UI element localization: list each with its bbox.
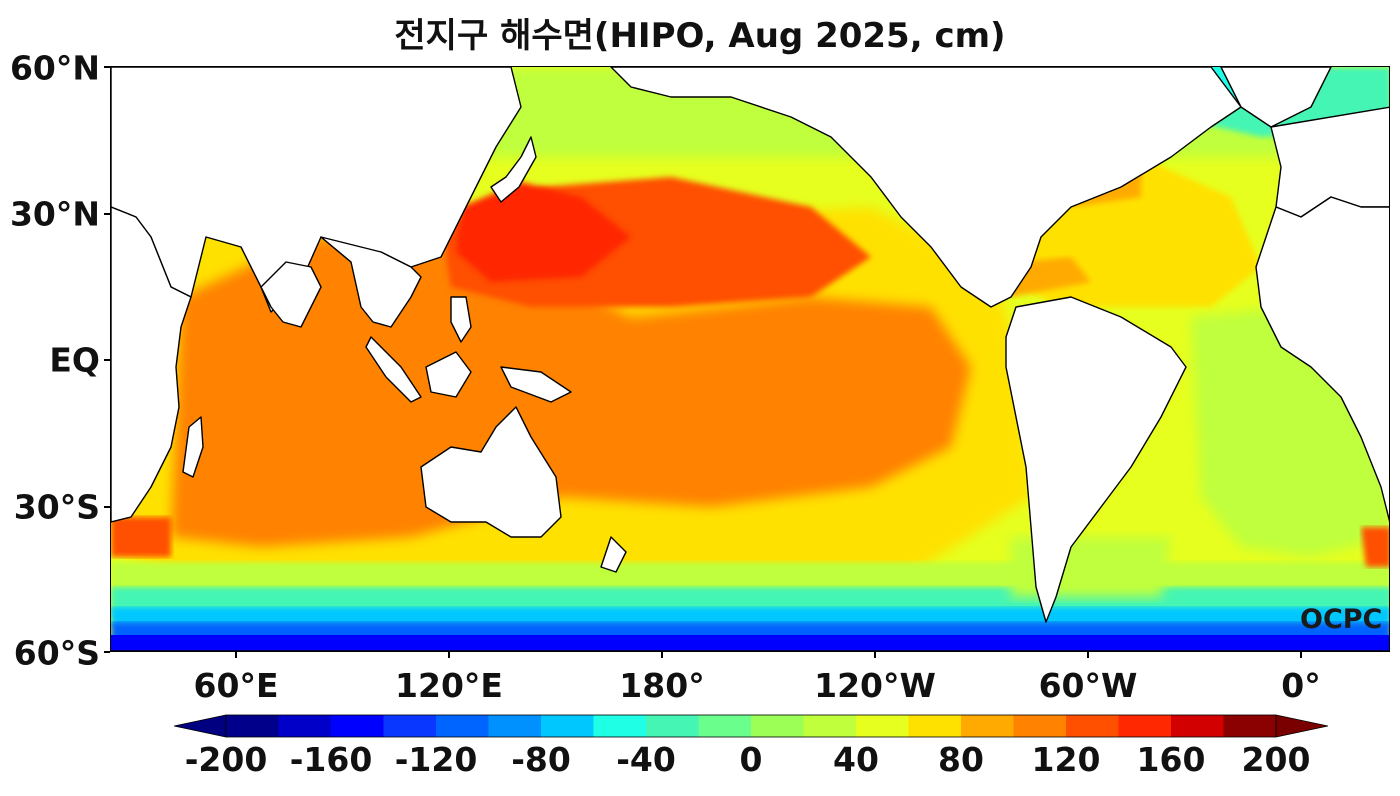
lon-tick-120e (448, 652, 450, 658)
lat-tick-30n (104, 213, 110, 215)
lon-label-120w: 120°W (814, 666, 936, 705)
colorbar-tick-label: 0 (739, 740, 763, 779)
colorbar-segment (436, 715, 489, 737)
lon-tick-120w (874, 652, 876, 658)
colorbar-tick-label: -80 (511, 740, 571, 779)
africa-landmass (111, 206, 192, 523)
antarctica-landmass (111, 650, 1389, 651)
colorbar-tick-label: 160 (1136, 740, 1206, 779)
colorbar-tick-label: 120 (1031, 740, 1101, 779)
colorbar-segment (1066, 715, 1119, 737)
lon-label-60w: 60°W (1038, 666, 1138, 705)
lat-tick-eq (104, 359, 110, 361)
land-masses (111, 67, 1389, 651)
lat-label-60s: 60°S (13, 633, 100, 673)
lat-tick-60n (104, 66, 110, 68)
colorbar-segment (593, 715, 647, 737)
lon-label-120e: 120°E (395, 666, 503, 705)
lon-tick-0 (1300, 652, 1302, 658)
indochina-landmass (320, 236, 422, 328)
colorbar-tick-label: -160 (289, 740, 373, 779)
sea-level-map (110, 66, 1390, 652)
colorbar-segment (541, 715, 594, 737)
colorbar-segment (331, 715, 384, 737)
colorbar-tick-label: 80 (938, 740, 984, 779)
north-america-landmass (610, 67, 1242, 308)
colorbar-tick-label: -40 (616, 740, 676, 779)
new-zealand-landmass (600, 536, 627, 573)
lon-label-0: 0° (1281, 666, 1321, 705)
ocpc-watermark: OCPC (1300, 604, 1383, 635)
colorbar-segment (278, 715, 332, 737)
colorbar-tick-label: 40 (833, 740, 879, 779)
colorbar-segment (1013, 715, 1067, 737)
india-landmass (260, 261, 322, 328)
colorbar-segment (908, 715, 962, 737)
colorbar-segment (856, 715, 909, 737)
new-guinea-landmass (500, 366, 572, 403)
greenland-landmass (1220, 67, 1332, 128)
colorbar-segment (751, 715, 804, 737)
colorbar-segment (961, 715, 1014, 737)
colorbar-segment (1223, 715, 1277, 737)
philippines-landmass (450, 296, 472, 343)
sumatra-landmass (365, 336, 422, 403)
lat-label-30n: 30°N (9, 194, 100, 234)
lon-tick-60e (235, 652, 237, 658)
colorbar-segment (383, 715, 437, 737)
lat-label-60n: 60°N (9, 48, 100, 88)
west-africa-landmass (1255, 196, 1389, 522)
australia-landmass (420, 406, 562, 538)
borneo-landmass (425, 351, 472, 398)
colorbar-outline (225, 714, 1277, 738)
south-america-landmass (1005, 296, 1187, 623)
colorbar-segment (698, 715, 752, 737)
colorbar-segment (1118, 715, 1172, 737)
colorbar-segment (488, 715, 542, 737)
colorbar-segment (803, 715, 857, 737)
lat-label-30s: 30°S (13, 487, 100, 527)
colorbar-segment (646, 715, 699, 737)
lon-label-60e: 60°E (193, 666, 279, 705)
colorbar-under-arrow (174, 714, 227, 738)
japan-landmass (490, 136, 537, 203)
madagascar-landmass (182, 416, 204, 478)
lat-tick-30s (104, 506, 110, 508)
colorbar-tick-label: -200 (184, 740, 268, 779)
lat-tick-60s (104, 651, 110, 653)
lon-tick-60w (1087, 652, 1089, 658)
colorbar-over-arrow (1275, 714, 1328, 738)
map-title: 전지구 해수면(HIPO, Aug 2025, cm) (394, 16, 1006, 56)
colorbar (174, 714, 1328, 738)
colorbar-tick-label: -120 (394, 740, 478, 779)
lat-label-eq: EQ (49, 340, 100, 380)
colorbar-segment (1171, 715, 1224, 737)
colorbar-tick-label: 200 (1241, 740, 1311, 779)
lon-label-180: 180° (619, 666, 705, 705)
colorbar-segment (226, 715, 279, 737)
lon-tick-180 (661, 652, 663, 658)
